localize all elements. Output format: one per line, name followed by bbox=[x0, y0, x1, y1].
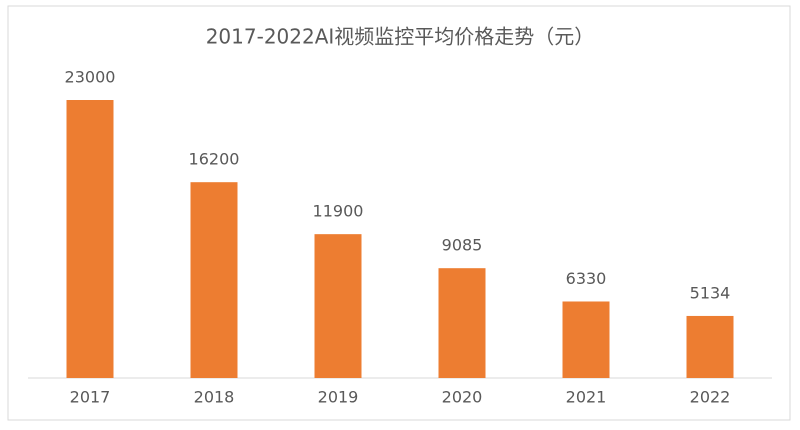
value-label: 16200 bbox=[189, 150, 240, 169]
x-tick-label: 2019 bbox=[318, 388, 359, 407]
chart-frame bbox=[7, 5, 791, 421]
bar bbox=[190, 182, 238, 378]
bar bbox=[438, 268, 486, 378]
x-tick-label: 2017 bbox=[70, 388, 111, 407]
bar bbox=[562, 301, 610, 378]
x-tick-label: 2022 bbox=[690, 388, 731, 407]
bar bbox=[686, 315, 734, 378]
x-tick-label: 2020 bbox=[442, 388, 483, 407]
value-label: 11900 bbox=[313, 202, 364, 221]
bar bbox=[66, 100, 114, 378]
value-label: 9085 bbox=[442, 236, 483, 255]
chart-title: 2017-2022AI视频监控平均价格走势（元） bbox=[206, 25, 595, 49]
x-tick-label: 2021 bbox=[566, 388, 607, 407]
value-label: 6330 bbox=[566, 269, 607, 288]
value-label: 5134 bbox=[690, 283, 731, 302]
x-tick-label: 2018 bbox=[194, 388, 235, 407]
bar bbox=[314, 234, 362, 378]
value-label: 23000 bbox=[65, 68, 116, 87]
